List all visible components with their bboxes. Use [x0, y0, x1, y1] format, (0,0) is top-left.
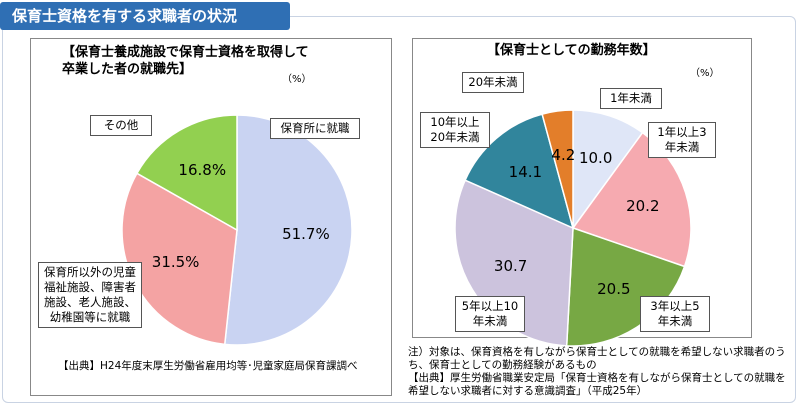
- source: 【出典】H24年度末厚生労働省雇用均等･児童家庭局保育課調べ: [58, 360, 358, 372]
- category-label: 5年以上10年未満: [455, 296, 525, 332]
- pie-slice: [135, 114, 238, 232]
- value-label: 30.7: [493, 257, 528, 276]
- category-label: 保育所以外の児童福祉施設、障害者施設、老人施設、幼稚園等に就職: [38, 262, 142, 328]
- value-label: 16.8%: [178, 161, 227, 180]
- left-panel: [30, 38, 392, 396]
- header-title: 保育士資格を有する求職者の状況: [0, 2, 290, 30]
- value-label: 20.5: [597, 279, 631, 298]
- value-label: 51.7%: [282, 224, 330, 243]
- source: 【出典】厚生労働省職業安定局「保育士資格を有しながら保育士としての就職を希望しな…: [408, 372, 786, 397]
- category-label: 1年未満: [600, 88, 662, 109]
- pie-slice: [565, 226, 686, 347]
- unit: （%）: [282, 74, 312, 85]
- value-label: 20.2: [626, 197, 660, 216]
- unit: （%）: [690, 68, 720, 79]
- pie-slice: [572, 109, 644, 231]
- category-label: 10年以上20年未満: [420, 112, 490, 148]
- category-label: 保育所に就職: [270, 118, 360, 139]
- note: 注）対象は、保育資格を有しながら保育士としての就職を希望しない求職者のうち、保育…: [408, 346, 786, 371]
- category-label: 1年以上3年未満: [648, 122, 716, 158]
- value-label: 31.5%: [151, 252, 200, 271]
- chart-title: 【保育士養成施設で保育士資格を取得して卒業した者の就職先】: [62, 45, 309, 77]
- pie-slice: [541, 109, 574, 229]
- chart-title: 【保育士としての勤務年数】: [487, 43, 656, 58]
- value-label: 14.1: [508, 163, 543, 182]
- category-label: 3年以上5年未満: [640, 296, 710, 332]
- category-label: 20年未満: [462, 72, 524, 93]
- pie-slice: [464, 113, 575, 230]
- category-label: その他: [90, 115, 152, 136]
- frame: [2, 16, 796, 403]
- value-label: 10.0: [578, 149, 613, 168]
- value-label: 4.2: [551, 146, 576, 165]
